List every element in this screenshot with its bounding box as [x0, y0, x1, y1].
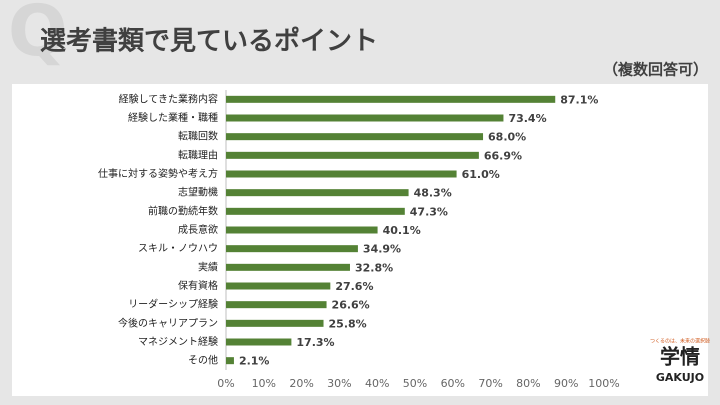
x-tick-label: 80%: [516, 377, 540, 390]
bar: [226, 263, 350, 271]
x-tick-label: 90%: [554, 377, 578, 390]
x-tick-label: 20%: [289, 377, 313, 390]
x-tick-label: 60%: [441, 377, 465, 390]
value-label: 61.0%: [462, 168, 500, 181]
y-tick-label: その他: [188, 354, 218, 367]
x-tick-label: 30%: [327, 377, 351, 390]
bar: [226, 226, 378, 234]
x-tick-label: 100%: [588, 377, 619, 390]
bar: [226, 207, 405, 215]
value-label: 32.8%: [355, 261, 393, 274]
y-tick-label: 経験した業種・職種: [128, 111, 218, 124]
y-tick-label: スキル・ノウハウ: [138, 243, 218, 255]
y-tick-label: 前職の勤続年数: [148, 204, 218, 217]
bar: [226, 170, 457, 178]
value-label: 2.1%: [239, 355, 270, 368]
bar: [226, 301, 327, 309]
bar: [226, 282, 331, 290]
x-tick-label: 70%: [478, 377, 502, 390]
plot-panel: [12, 84, 708, 396]
y-tick-label: 仕事に対する姿勢や考え方: [98, 167, 218, 180]
y-tick-label: 経験してきた業務内容: [119, 92, 218, 105]
bar: [226, 95, 556, 103]
bar: [226, 189, 409, 197]
y-tick-label: 今後のキャリアプラン: [118, 316, 218, 329]
y-tick-label: 保有資格: [178, 279, 218, 292]
bar: [226, 357, 234, 365]
chart-subtitle: （複数回答可）: [603, 61, 708, 79]
y-tick-label: 志望動機: [178, 186, 218, 199]
logo-romaji: GAKUJO: [656, 371, 704, 384]
bar: [226, 319, 324, 327]
y-tick-label: 実績: [198, 260, 218, 273]
y-tick-label: リーダーシップ経験: [128, 298, 218, 311]
y-tick-label: マネジメント経験: [138, 335, 218, 348]
bar: [226, 114, 504, 122]
value-label: 47.3%: [410, 205, 448, 218]
value-label: 87.1%: [560, 93, 598, 106]
bar: [226, 133, 484, 141]
x-tick-label: 10%: [252, 377, 276, 390]
bar: [226, 245, 358, 253]
value-label: 27.6%: [335, 280, 373, 293]
value-label: 26.6%: [332, 299, 370, 312]
value-label: 73.4%: [508, 112, 546, 125]
value-label: 17.3%: [296, 336, 334, 349]
value-label: 66.9%: [484, 149, 522, 162]
value-label: 68.0%: [488, 131, 526, 144]
x-tick-label: 40%: [365, 377, 389, 390]
logo-name: 学情: [660, 345, 700, 369]
bar: [226, 151, 479, 159]
chart-title: 選考書類で見ているポイント: [40, 26, 378, 57]
x-tick-label: 0%: [217, 377, 234, 390]
bar: [226, 338, 292, 346]
x-tick-label: 50%: [403, 377, 427, 390]
y-tick-label: 成長意欲: [178, 223, 218, 236]
value-label: 34.9%: [363, 243, 401, 256]
watermark: Q: [8, 0, 68, 72]
logo-tagline: つくるのは、未来の選択肢: [650, 338, 710, 345]
value-label: 40.1%: [383, 224, 421, 237]
value-label: 48.3%: [414, 187, 452, 200]
y-tick-label: 転職回数: [178, 130, 218, 143]
value-label: 25.8%: [329, 317, 367, 330]
y-tick-label: 転職理由: [178, 148, 218, 161]
